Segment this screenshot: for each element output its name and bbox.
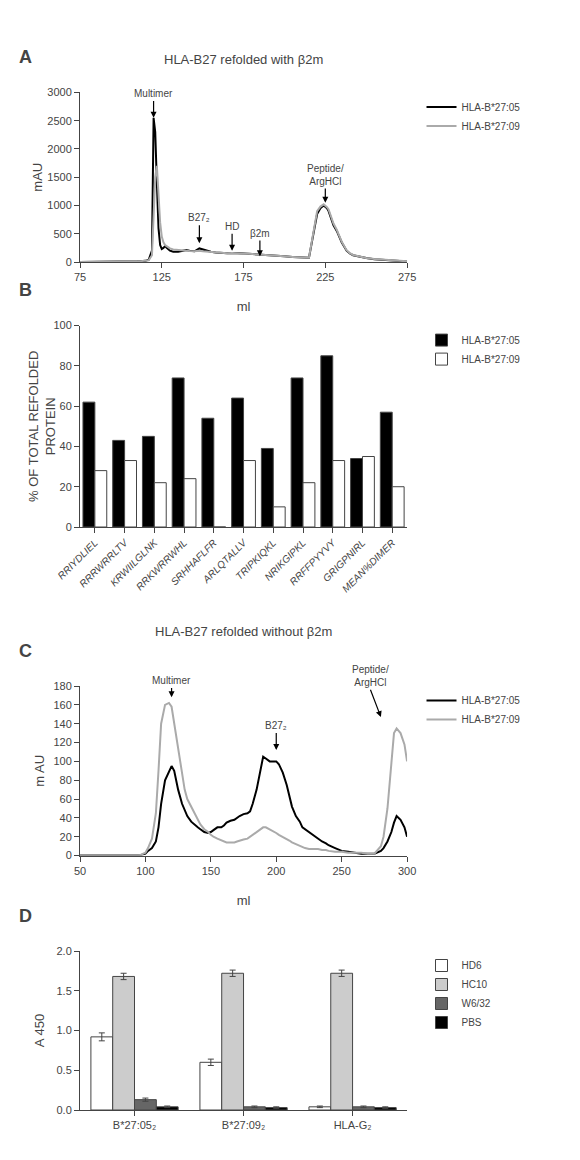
svg-text:mAU: mAU: [30, 163, 45, 192]
svg-text:A: A: [19, 47, 32, 67]
svg-text:m AU: m AU: [32, 755, 47, 787]
svg-text:HD: HD: [225, 221, 239, 232]
svg-text:RRIYDLIEL: RRIYDLIEL: [55, 537, 99, 581]
svg-text:W6/32: W6/32: [462, 998, 491, 1009]
svg-text:ARLQTALLV: ARLQTALLV: [200, 536, 249, 585]
svg-text:0.0: 0.0: [57, 1104, 72, 1116]
svg-text:TRIPKIQKL: TRIPKIQKL: [233, 537, 278, 582]
svg-text:60: 60: [60, 793, 72, 805]
svg-text:200: 200: [267, 865, 285, 877]
svg-text:Multimer: Multimer: [134, 88, 173, 99]
svg-text:β2m: β2m: [250, 228, 270, 239]
svg-text:2000: 2000: [47, 143, 71, 155]
svg-text:250: 250: [332, 865, 350, 877]
svg-text:HLA-B*27:09: HLA-B*27:09: [462, 354, 521, 365]
svg-text:2.0: 2.0: [57, 945, 72, 957]
svg-text:160: 160: [53, 699, 71, 711]
svg-text:175: 175: [234, 271, 252, 283]
svg-text:Peptide/ArgHCl: Peptide/ArgHCl: [352, 664, 389, 688]
svg-text:RRRWRRLTV: RRRWRRLTV: [77, 536, 130, 589]
svg-text:B27₂: B27₂: [188, 212, 210, 223]
svg-text:Multimer: Multimer: [152, 675, 191, 686]
svg-text:HLA-B*27:05: HLA-B*27:05: [462, 102, 521, 113]
svg-text:HLA-B27 refolded with β2m: HLA-B27 refolded with β2m: [164, 52, 323, 67]
svg-text:0: 0: [66, 256, 72, 268]
svg-text:Peptide/ArgHCl: Peptide/ArgHCl: [307, 163, 344, 187]
svg-text:140: 140: [53, 718, 71, 730]
svg-text:100: 100: [136, 865, 154, 877]
svg-text:B27₂: B27₂: [265, 720, 287, 731]
svg-text:100: 100: [53, 319, 71, 331]
svg-text:D: D: [19, 906, 32, 926]
svg-text:75: 75: [74, 271, 86, 283]
svg-text:20: 20: [60, 481, 72, 493]
svg-text:1500: 1500: [47, 171, 71, 183]
svg-text:B: B: [19, 280, 32, 300]
svg-text:HLA-B*27:05: HLA-B*27:05: [462, 335, 521, 346]
svg-text:SRHHAFLFR: SRHHAFLFR: [169, 537, 219, 587]
svg-text:MEAN%DIMER: MEAN%DIMER: [340, 537, 397, 594]
svg-text:B*27:05₂: B*27:05₂: [113, 1119, 156, 1131]
svg-text:1.5: 1.5: [57, 985, 72, 997]
svg-text:GRIGPNIRL: GRIGPNIRL: [321, 537, 368, 584]
svg-text:RRFFPYYVY: RRFFPYYVY: [287, 536, 338, 587]
svg-text:HD6: HD6: [462, 960, 482, 971]
svg-text:A 450: A 450: [32, 1014, 47, 1047]
svg-text:2500: 2500: [47, 115, 71, 127]
svg-text:% OF TOTAL REFOLDEDPROTEIN: % OF TOTAL REFOLDEDPROTEIN: [26, 351, 58, 502]
svg-text:40: 40: [60, 812, 72, 824]
svg-text:PBS: PBS: [462, 1017, 482, 1028]
svg-text:50: 50: [74, 865, 86, 877]
svg-text:HLA-B*27:09: HLA-B*27:09: [462, 121, 521, 132]
svg-text:KRWIILGLNK: KRWIILGLNK: [108, 536, 160, 588]
svg-text:HLA-B*27:09: HLA-B*27:09: [462, 714, 521, 725]
svg-text:120: 120: [53, 736, 71, 748]
svg-text:225: 225: [316, 271, 334, 283]
svg-text:1.0: 1.0: [57, 1024, 72, 1036]
svg-text:3000: 3000: [47, 86, 71, 98]
svg-text:150: 150: [202, 865, 220, 877]
svg-text:ml: ml: [237, 893, 251, 908]
svg-text:ml: ml: [237, 299, 251, 314]
svg-text:275: 275: [398, 271, 416, 283]
svg-text:NRIKGIPKL: NRIKGIPKL: [262, 537, 308, 583]
svg-text:0.5: 0.5: [57, 1064, 72, 1076]
svg-text:80: 80: [60, 774, 72, 786]
svg-text:80: 80: [60, 360, 72, 372]
svg-text:40: 40: [60, 440, 72, 452]
svg-text:300: 300: [398, 865, 416, 877]
svg-text:HLA-B27 refolded without β2m: HLA-B27 refolded without β2m: [155, 624, 332, 639]
svg-text:500: 500: [53, 228, 71, 240]
svg-text:100: 100: [53, 755, 71, 767]
svg-text:60: 60: [60, 400, 72, 412]
svg-text:HLA-G₂: HLA-G₂: [334, 1119, 372, 1131]
svg-text:0: 0: [66, 849, 72, 861]
svg-text:20: 20: [60, 831, 72, 843]
svg-text:RRKWRRWHL: RRKWRRWHL: [134, 537, 189, 592]
svg-text:HLA-B*27:05: HLA-B*27:05: [462, 695, 521, 706]
svg-text:180: 180: [53, 680, 71, 692]
svg-text:125: 125: [153, 271, 171, 283]
svg-text:1000: 1000: [47, 199, 71, 211]
svg-text:C: C: [19, 641, 32, 661]
svg-text:0: 0: [66, 521, 72, 533]
svg-text:B*27:09₂: B*27:09₂: [222, 1119, 265, 1131]
svg-text:HC10: HC10: [462, 979, 488, 990]
